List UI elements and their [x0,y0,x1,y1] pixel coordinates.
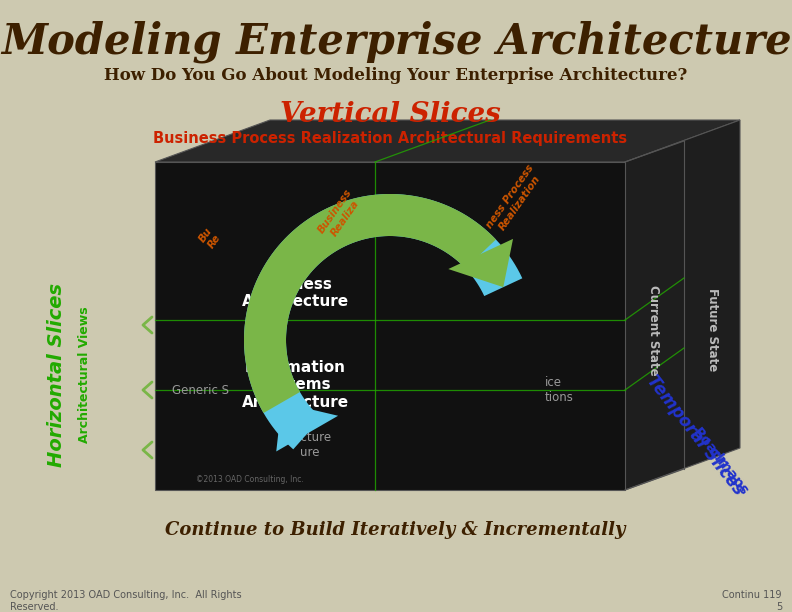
Polygon shape [155,162,625,490]
Text: Bu
Re: Bu Re [196,226,223,250]
Text: Generic S: Generic S [172,384,229,397]
Text: Business
Realiza: Business Realiza [316,188,364,242]
Text: Vertical Slices: Vertical Slices [280,102,501,129]
Text: ice
tions: ice tions [545,376,574,404]
Text: ness Process
Realization: ness Process Realization [485,163,546,237]
Text: Business
Architecture: Business Architecture [242,277,348,309]
Text: Roadmaps: Roadmaps [689,425,751,499]
Text: Temporal Slices: Temporal Slices [643,371,747,498]
Text: Future State: Future State [706,288,719,371]
Text: Business Process Realization Architectural Requirements: Business Process Realization Architectur… [153,130,627,146]
Text: Continue to Build Iteratively & Incrementally: Continue to Build Iteratively & Incremen… [165,521,625,539]
Text: Modeling Enterprise Architecture: Modeling Enterprise Architecture [1,21,791,63]
Polygon shape [448,239,513,287]
Text: ©2013 OAD Consulting, Inc.: ©2013 OAD Consulting, Inc. [196,476,304,485]
Polygon shape [244,194,522,449]
Text: Information
Systems
Architecture: Information Systems Architecture [242,360,348,410]
Text: ructure
ure: ructure ure [288,431,332,459]
Text: Copyright 2013 OAD Consulting, Inc.  All Rights
Reserved.: Copyright 2013 OAD Consulting, Inc. All … [10,590,242,611]
Polygon shape [276,403,338,452]
Text: Horizontal Slices: Horizontal Slices [48,283,67,467]
Polygon shape [155,120,740,162]
Text: Architectural Views: Architectural Views [78,307,90,443]
Text: How Do You Go About Modeling Your Enterprise Architecture?: How Do You Go About Modeling Your Enterp… [105,67,687,84]
Polygon shape [625,120,740,490]
Polygon shape [244,194,496,413]
Text: Continu 119
5: Continu 119 5 [722,590,782,611]
Text: Current State: Current State [647,285,661,375]
